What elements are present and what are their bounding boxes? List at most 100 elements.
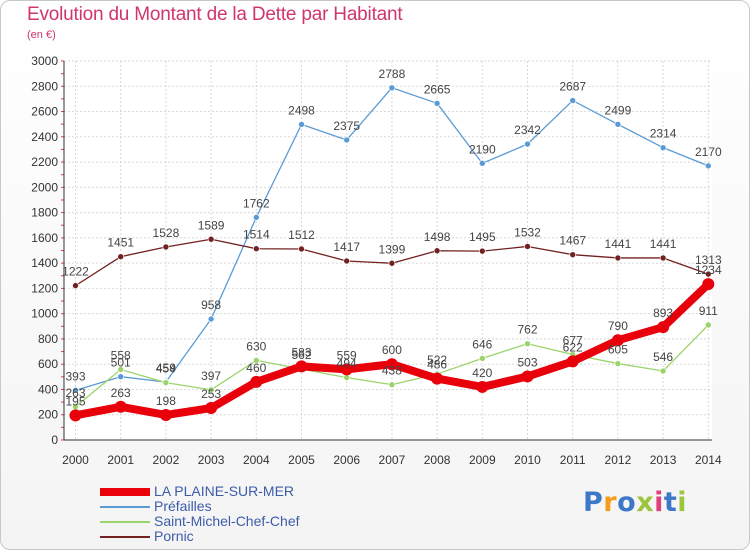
logo-letter: P bbox=[583, 487, 604, 518]
data-point bbox=[117, 253, 124, 260]
x-tick-label: 2008 bbox=[424, 453, 451, 467]
data-label: 393 bbox=[65, 369, 85, 383]
data-label: 790 bbox=[608, 319, 628, 333]
data-label: 1467 bbox=[559, 234, 586, 248]
x-tick-label: 2011 bbox=[560, 453, 586, 467]
x-tick-label: 2003 bbox=[198, 453, 225, 467]
data-label: 1589 bbox=[198, 218, 225, 232]
data-label: 1451 bbox=[107, 236, 134, 250]
logo-letter: t bbox=[663, 487, 678, 518]
data-point bbox=[72, 282, 79, 289]
y-tick-label: 1800 bbox=[31, 206, 58, 220]
y-tick-label: 600 bbox=[38, 357, 58, 371]
data-label: 397 bbox=[201, 369, 221, 383]
data-point bbox=[298, 245, 305, 253]
data-point bbox=[433, 100, 441, 107]
data-point bbox=[431, 372, 444, 385]
data-point bbox=[478, 160, 486, 167]
data-label: 630 bbox=[246, 339, 266, 353]
data-point bbox=[704, 270, 712, 278]
data-point bbox=[69, 409, 82, 422]
logo-letter: r bbox=[603, 487, 618, 518]
data-point bbox=[252, 245, 260, 253]
data-label: 893 bbox=[653, 306, 673, 320]
logo-letter: x bbox=[636, 487, 655, 518]
data-point bbox=[524, 140, 531, 148]
data-point bbox=[117, 373, 124, 381]
data-point bbox=[207, 235, 215, 243]
data-label: 583 bbox=[291, 345, 311, 359]
data-point bbox=[162, 379, 170, 386]
y-tick-label: 2400 bbox=[31, 130, 58, 144]
data-label: 1498 bbox=[424, 230, 451, 244]
data-label: 2375 bbox=[333, 119, 360, 133]
data-point bbox=[476, 380, 489, 393]
data-point bbox=[657, 321, 670, 334]
data-label: 494 bbox=[337, 357, 357, 371]
data-label: 911 bbox=[699, 304, 718, 318]
data-label: 646 bbox=[472, 337, 492, 351]
data-point bbox=[72, 387, 79, 394]
data-label: 1234 bbox=[695, 263, 722, 277]
data-point bbox=[569, 97, 577, 104]
data-point bbox=[704, 162, 712, 170]
data-label: 605 bbox=[608, 343, 628, 357]
data-label: 522 bbox=[427, 353, 447, 367]
data-label: 459 bbox=[156, 361, 176, 375]
x-tick-label: 2014 bbox=[695, 453, 722, 467]
x-tick-label: 2006 bbox=[333, 453, 360, 467]
data-label: 1495 bbox=[469, 230, 496, 244]
data-label: 460 bbox=[246, 361, 266, 375]
data-label: 1514 bbox=[243, 228, 270, 242]
x-tick-label: 2001 bbox=[107, 453, 134, 467]
data-point bbox=[340, 363, 353, 376]
data-point bbox=[478, 355, 486, 362]
data-point bbox=[162, 243, 170, 251]
data-label: 558 bbox=[111, 349, 131, 363]
chart-title: Evolution du Montant de la Dette par Hab… bbox=[27, 4, 403, 25]
legend-swatch bbox=[100, 488, 150, 496]
logo-letter: o bbox=[617, 487, 637, 518]
x-tick-label: 2010 bbox=[514, 453, 541, 467]
x-tick-label: 2002 bbox=[153, 453, 180, 467]
data-point bbox=[343, 257, 351, 265]
legend-label: Préfailles bbox=[154, 498, 212, 514]
data-label: 1441 bbox=[650, 237, 677, 251]
legend-label: Saint-Michel-Chef-Chef bbox=[154, 513, 300, 529]
data-label: 1399 bbox=[379, 242, 406, 256]
data-label: 438 bbox=[382, 364, 402, 378]
data-label: 454 bbox=[156, 362, 176, 376]
data-point bbox=[343, 136, 351, 144]
data-label: 486 bbox=[427, 358, 447, 372]
data-label: 762 bbox=[517, 323, 537, 337]
data-point bbox=[478, 247, 486, 255]
data-point bbox=[298, 121, 305, 128]
y-tick-label: 200 bbox=[38, 408, 58, 422]
data-point bbox=[388, 84, 396, 92]
data-point bbox=[659, 367, 667, 375]
data-label: 562 bbox=[291, 348, 311, 362]
data-label: 546 bbox=[653, 350, 673, 364]
y-tick-label: 2200 bbox=[31, 155, 58, 169]
data-point bbox=[114, 400, 127, 413]
data-label: 1313 bbox=[695, 253, 722, 267]
legend-label: Pornic bbox=[154, 528, 194, 544]
data-point bbox=[524, 340, 531, 348]
data-label: 2687 bbox=[559, 80, 586, 94]
y-tick-label: 2800 bbox=[31, 79, 58, 93]
logo-letter: i bbox=[677, 487, 688, 518]
x-tick-label: 2013 bbox=[650, 453, 677, 467]
data-label: 559 bbox=[337, 348, 357, 362]
y-tick-label: 0 bbox=[51, 433, 58, 447]
data-label: 2170 bbox=[695, 145, 722, 159]
data-label: 503 bbox=[517, 355, 537, 369]
data-label: 2190 bbox=[469, 142, 496, 156]
data-point bbox=[295, 360, 308, 373]
data-point bbox=[159, 408, 172, 421]
data-label: 420 bbox=[472, 366, 492, 380]
data-label: 198 bbox=[156, 394, 176, 408]
data-point bbox=[614, 360, 622, 367]
data-label: 2665 bbox=[424, 82, 451, 96]
data-point bbox=[704, 321, 712, 329]
data-label: 2788 bbox=[379, 67, 406, 81]
